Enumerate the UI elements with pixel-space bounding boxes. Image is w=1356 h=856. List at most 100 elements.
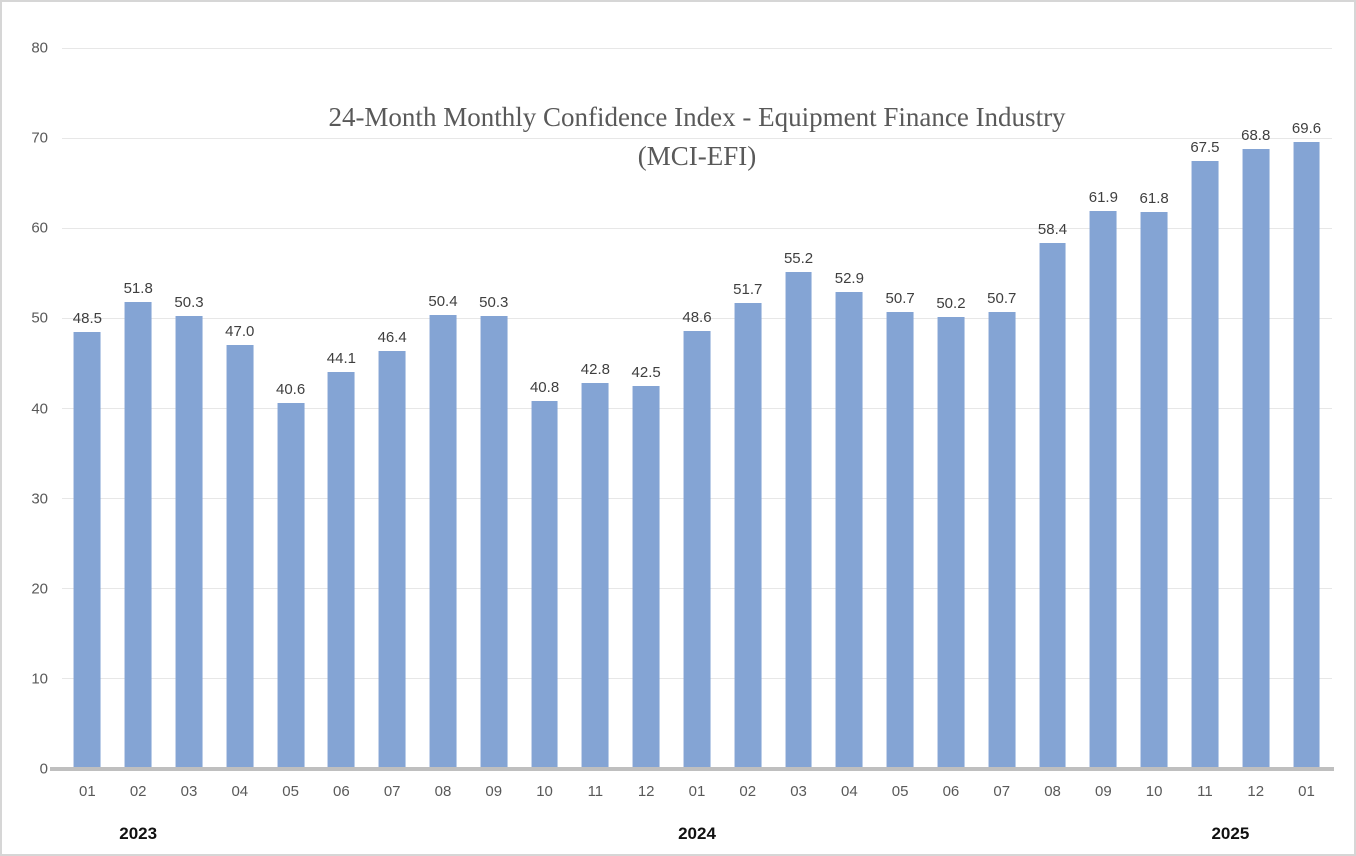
bar-slot: 47.0 [214, 48, 265, 769]
year-label: 2024 [678, 824, 716, 843]
gridline [62, 227, 1332, 229]
month-tick-label: 04 [841, 783, 858, 800]
bar-slot: 40.6 [265, 48, 316, 769]
plot-area: 48.5 51.8 50.3 47.0 40.6 44.1 46.4 50.4 50.3 40.8… [62, 47, 1332, 769]
month-tick-label: 06 [942, 783, 960, 800]
bar-slot: 44.1 [316, 48, 367, 769]
gridline [62, 317, 1332, 319]
bar-value-label: 58.4 [1037, 220, 1068, 238]
month-tick-label: 05 [891, 783, 909, 800]
bar-value-label: 48.6 [682, 309, 712, 326]
bar [632, 385, 660, 769]
bar-value-label: 47.0 [225, 323, 255, 341]
bar-value-label: 50.7 [885, 290, 915, 308]
month-tick-label: 08 [434, 783, 452, 800]
bar-value-label: 40.8 [529, 379, 560, 397]
y-tick-label: 50 [31, 309, 48, 327]
bar-value-label: 61.8 [1139, 190, 1169, 208]
bar [734, 303, 762, 769]
bars-row: 48.5 51.8 50.3 47.0 40.6 44.1 46.4 50.4 50.3 40.8… [62, 48, 1332, 769]
month-tick-label: 10 [1145, 783, 1163, 800]
bar [1191, 160, 1219, 769]
month-tick-label: 05 [282, 783, 299, 800]
bar [226, 345, 254, 769]
bar-value-label: 42.8 [580, 361, 610, 379]
bar [480, 315, 508, 769]
month-tick-label: 01 [688, 783, 706, 800]
bar-slot: 48.6 [672, 48, 723, 769]
bar-slot: 69.6 [1281, 48, 1332, 769]
gridline [62, 47, 1332, 49]
bar-slot: 48.5 [62, 48, 113, 769]
bar [531, 401, 559, 769]
y-tick-label: 30 [31, 490, 48, 508]
month-tick-label: 09 [485, 783, 503, 800]
bar-value-label: 50.4 [428, 292, 458, 310]
y-tick-label: 60 [31, 219, 48, 237]
bar-slot: 42.8 [570, 48, 621, 769]
bar-slot: 40.8 [519, 48, 570, 769]
month-tick-label: 07 [383, 783, 401, 800]
bar-value-label: 50.3 [174, 293, 204, 311]
bar [1140, 212, 1168, 769]
month-tick-label: 03 [180, 783, 198, 800]
bar-slot: 50.2 [926, 48, 977, 769]
bar [124, 302, 152, 769]
month-tick-label: 11 [587, 783, 604, 800]
bar [785, 271, 813, 769]
bar [327, 371, 355, 769]
bar-slot: 67.5 [1180, 48, 1231, 769]
bar-value-label: 50.3 [479, 293, 509, 311]
gridline [62, 137, 1332, 139]
bar-value-label: 68.8 [1241, 126, 1271, 144]
month-tick-label: 06 [333, 783, 350, 800]
bar-slot: 52.9 [824, 48, 875, 769]
y-tick-label: 20 [31, 580, 48, 598]
month-tick-label: 09 [1094, 783, 1112, 800]
month-tick-label: 02 [739, 783, 757, 800]
bar [1089, 211, 1117, 769]
bar-slot: 42.5 [621, 48, 672, 769]
bar [1293, 141, 1320, 769]
month-tick-label: 12 [1247, 783, 1265, 800]
month-tick-label: 08 [1044, 783, 1061, 800]
bar-value-label: 46.4 [377, 328, 407, 346]
month-tick-label: 03 [790, 783, 807, 800]
bar [378, 350, 406, 769]
bar-value-label: 40.6 [275, 381, 306, 399]
bar-value-label: 51.7 [733, 281, 763, 299]
bar-value-label: 42.5 [631, 363, 661, 381]
month-tick-label: 01 [79, 783, 96, 800]
month-tick-label: 01 [1298, 783, 1315, 800]
bar [937, 316, 965, 769]
bar [1039, 242, 1066, 769]
bar-value-label: 67.5 [1190, 138, 1220, 156]
bar-value-label: 61.9 [1088, 189, 1118, 207]
bar-value-label: 52.9 [834, 270, 864, 288]
month-tick-label: 10 [536, 783, 553, 800]
y-tick-label: 10 [31, 670, 48, 688]
y-axis-tick-labels: 80 70 60 50 40 30 20 10 0 [2, 40, 48, 778]
bar-slot: 68.8 [1230, 48, 1281, 769]
month-tick-label: 11 [1197, 783, 1213, 800]
bar [429, 314, 457, 769]
x-axis-year-labels: 2023 2024 2025 [62, 824, 1332, 848]
month-tick-label: 12 [637, 783, 655, 800]
x-axis-line [50, 767, 1334, 771]
bar [1242, 148, 1270, 769]
bar-slot: 55.2 [773, 48, 824, 769]
bar-slot: 51.8 [113, 48, 164, 769]
bar-value-label: 55.2 [783, 249, 814, 267]
y-tick-label: 40 [31, 400, 48, 417]
y-tick-label: 0 [39, 760, 48, 778]
bar-slot: 50.3 [468, 48, 519, 769]
bar [886, 312, 914, 769]
bar-slot: 50.4 [418, 48, 469, 769]
x-axis-month-labels: 01 02 03 04 05 06 07 08 09 10 11 12 01 02 03 04 05 06 07 08… [62, 783, 1332, 800]
bar-slot: 61.8 [1129, 48, 1180, 769]
bar-value-label: 69.6 [1291, 119, 1322, 137]
bar [581, 383, 609, 769]
bar-slot: 61.9 [1078, 48, 1129, 769]
bar [988, 312, 1016, 769]
